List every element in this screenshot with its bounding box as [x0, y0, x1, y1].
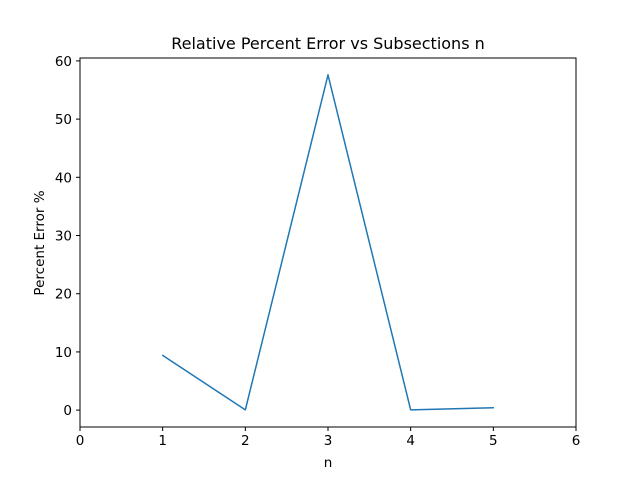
x-tick-label: 4: [406, 433, 415, 449]
y-tick-label: 50: [55, 112, 72, 128]
plot-area: [161, 74, 495, 411]
y-tick-label: 40: [55, 170, 72, 186]
x-axis-label: n: [324, 455, 333, 471]
y-tick-label: 30: [55, 229, 72, 245]
y-tick-label: 20: [55, 287, 72, 303]
y-tick-label: 0: [63, 403, 72, 419]
y-tick-label: 10: [55, 345, 72, 361]
x-tick-label: 5: [489, 433, 498, 449]
x-tick-label: 1: [158, 433, 167, 449]
x-tick-label: 3: [324, 433, 333, 449]
y-axis-ticks: 0 10 20 30 40 50 60: [55, 54, 80, 419]
x-tick-label: 6: [572, 433, 581, 449]
chart-title: Relative Percent Error vs Subsections n: [171, 34, 485, 53]
x-tick-label: 2: [241, 433, 250, 449]
y-tick-label: 60: [55, 54, 72, 70]
x-axis-ticks: 0 1 2 3 4 5 6: [76, 427, 581, 449]
x-tick-label: 0: [76, 433, 85, 449]
y-axis-label: Percent Error %: [32, 190, 48, 295]
